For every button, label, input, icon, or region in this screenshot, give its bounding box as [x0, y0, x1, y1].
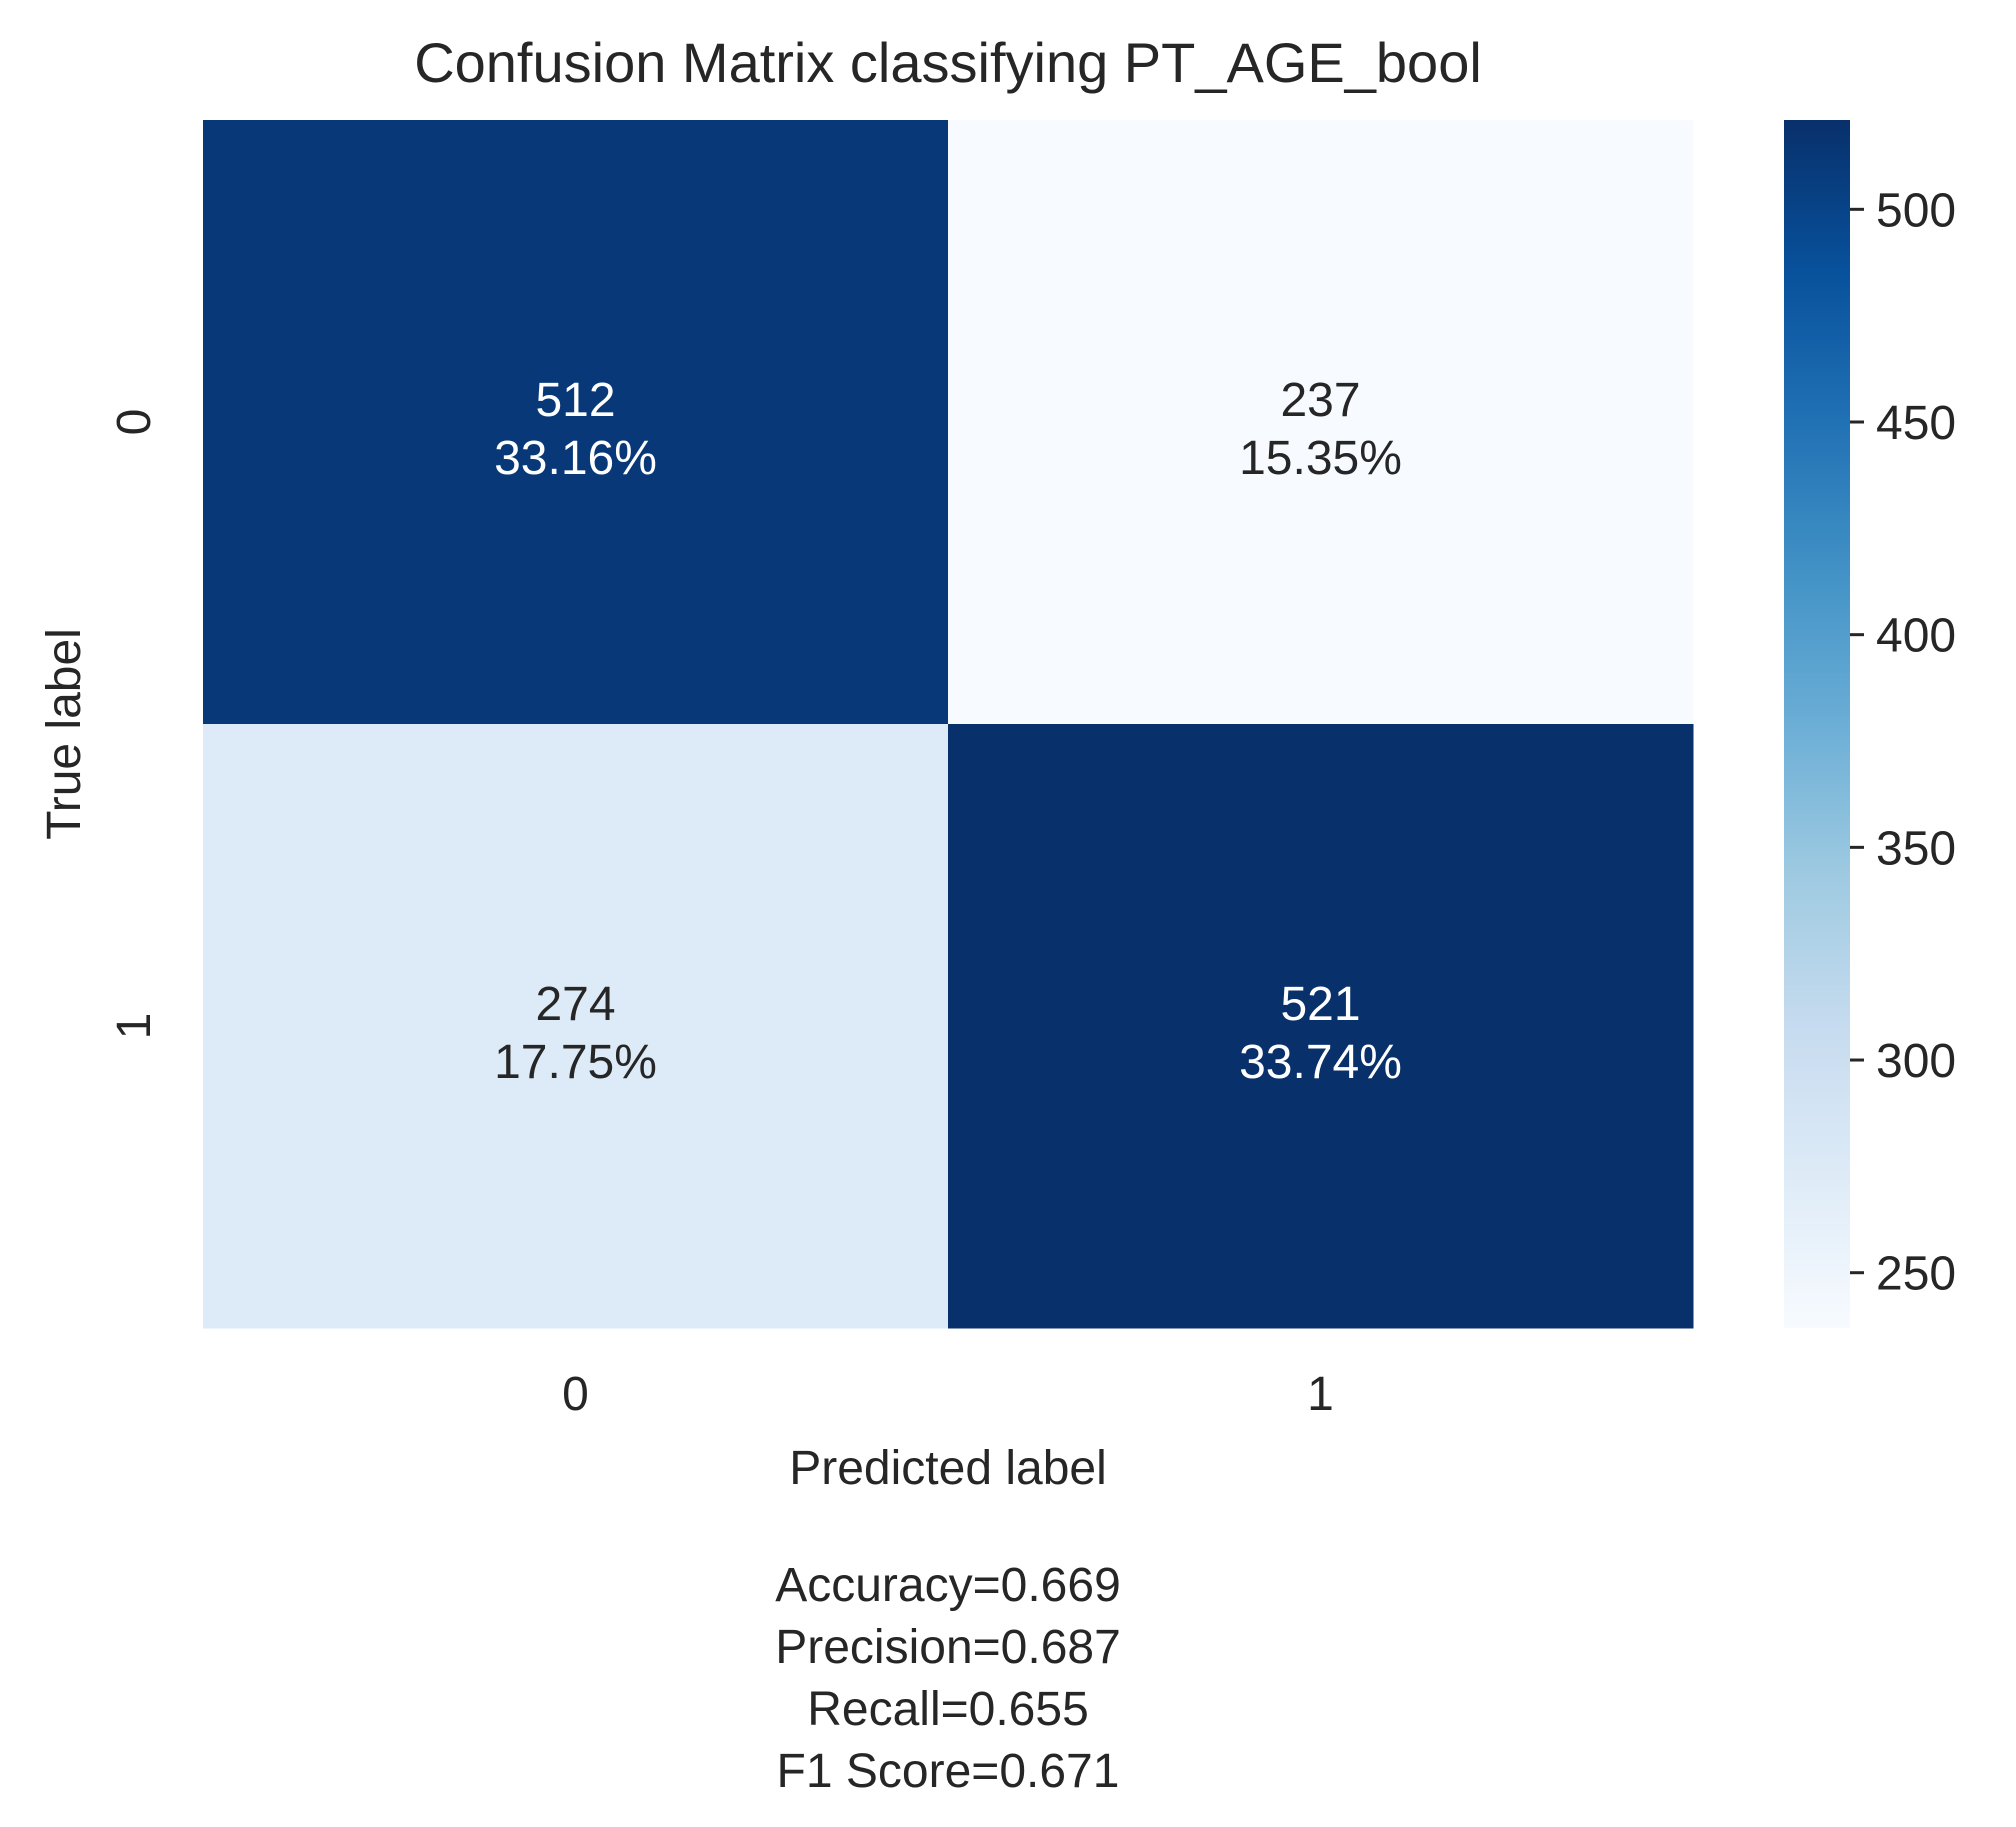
colorbar-tick-label-450: 450 [1876, 397, 1956, 450]
heatmap-cell-0-0 [203, 120, 949, 725]
heatmap-cell-1-0 [203, 724, 949, 1329]
x-tick-label-1: 1 [1307, 1368, 1334, 1421]
cell-count-1-0: 274 [535, 978, 615, 1031]
y-axis-label: True label [38, 628, 91, 840]
metrics-block: Accuracy=0.669 Precision=0.687 Recall=0.65… [775, 1559, 1121, 1798]
cell-percent-1-0: 17.75% [494, 1036, 657, 1089]
y-tick-label-1: 1 [108, 1013, 161, 1040]
chart-title: Confusion Matrix classifying PT_AGE_bool [414, 31, 1482, 94]
metric-line-1: Precision=0.687 [775, 1621, 1121, 1674]
colorbar [1784, 120, 1850, 1328]
colorbar-ticks: 250 300 350 400 450 500 [1850, 184, 1956, 1301]
heatmap-cells [203, 120, 1694, 1329]
colorbar-tick-label-250: 250 [1876, 1248, 1956, 1301]
colorbar-tick-label-400: 400 [1876, 610, 1956, 663]
y-axis-ticks: 01 [108, 409, 161, 1040]
x-axis-label: Predicted label [789, 1442, 1107, 1495]
colorbar-tick-label-500: 500 [1876, 184, 1956, 237]
colorbar-tick-label-350: 350 [1876, 822, 1956, 875]
metric-line-3: F1 Score=0.671 [777, 1745, 1120, 1798]
heatmap-cell-0-1 [948, 120, 1694, 725]
metric-line-0: Accuracy=0.669 [775, 1559, 1121, 1612]
cell-count-1-1: 521 [1280, 978, 1360, 1031]
cell-count-0-0: 512 [535, 374, 615, 427]
cell-percent-1-1: 33.74% [1239, 1036, 1402, 1089]
colorbar-tick-label-300: 300 [1876, 1035, 1956, 1088]
cell-count-0-1: 237 [1280, 374, 1360, 427]
x-tick-label-0: 0 [562, 1368, 589, 1421]
heatmap-cell-1-1 [948, 724, 1694, 1329]
cell-percent-0-0: 33.16% [494, 432, 657, 485]
cell-percent-0-1: 15.35% [1239, 432, 1402, 485]
metric-line-2: Recall=0.655 [807, 1683, 1089, 1736]
y-tick-label-0: 0 [108, 409, 161, 436]
